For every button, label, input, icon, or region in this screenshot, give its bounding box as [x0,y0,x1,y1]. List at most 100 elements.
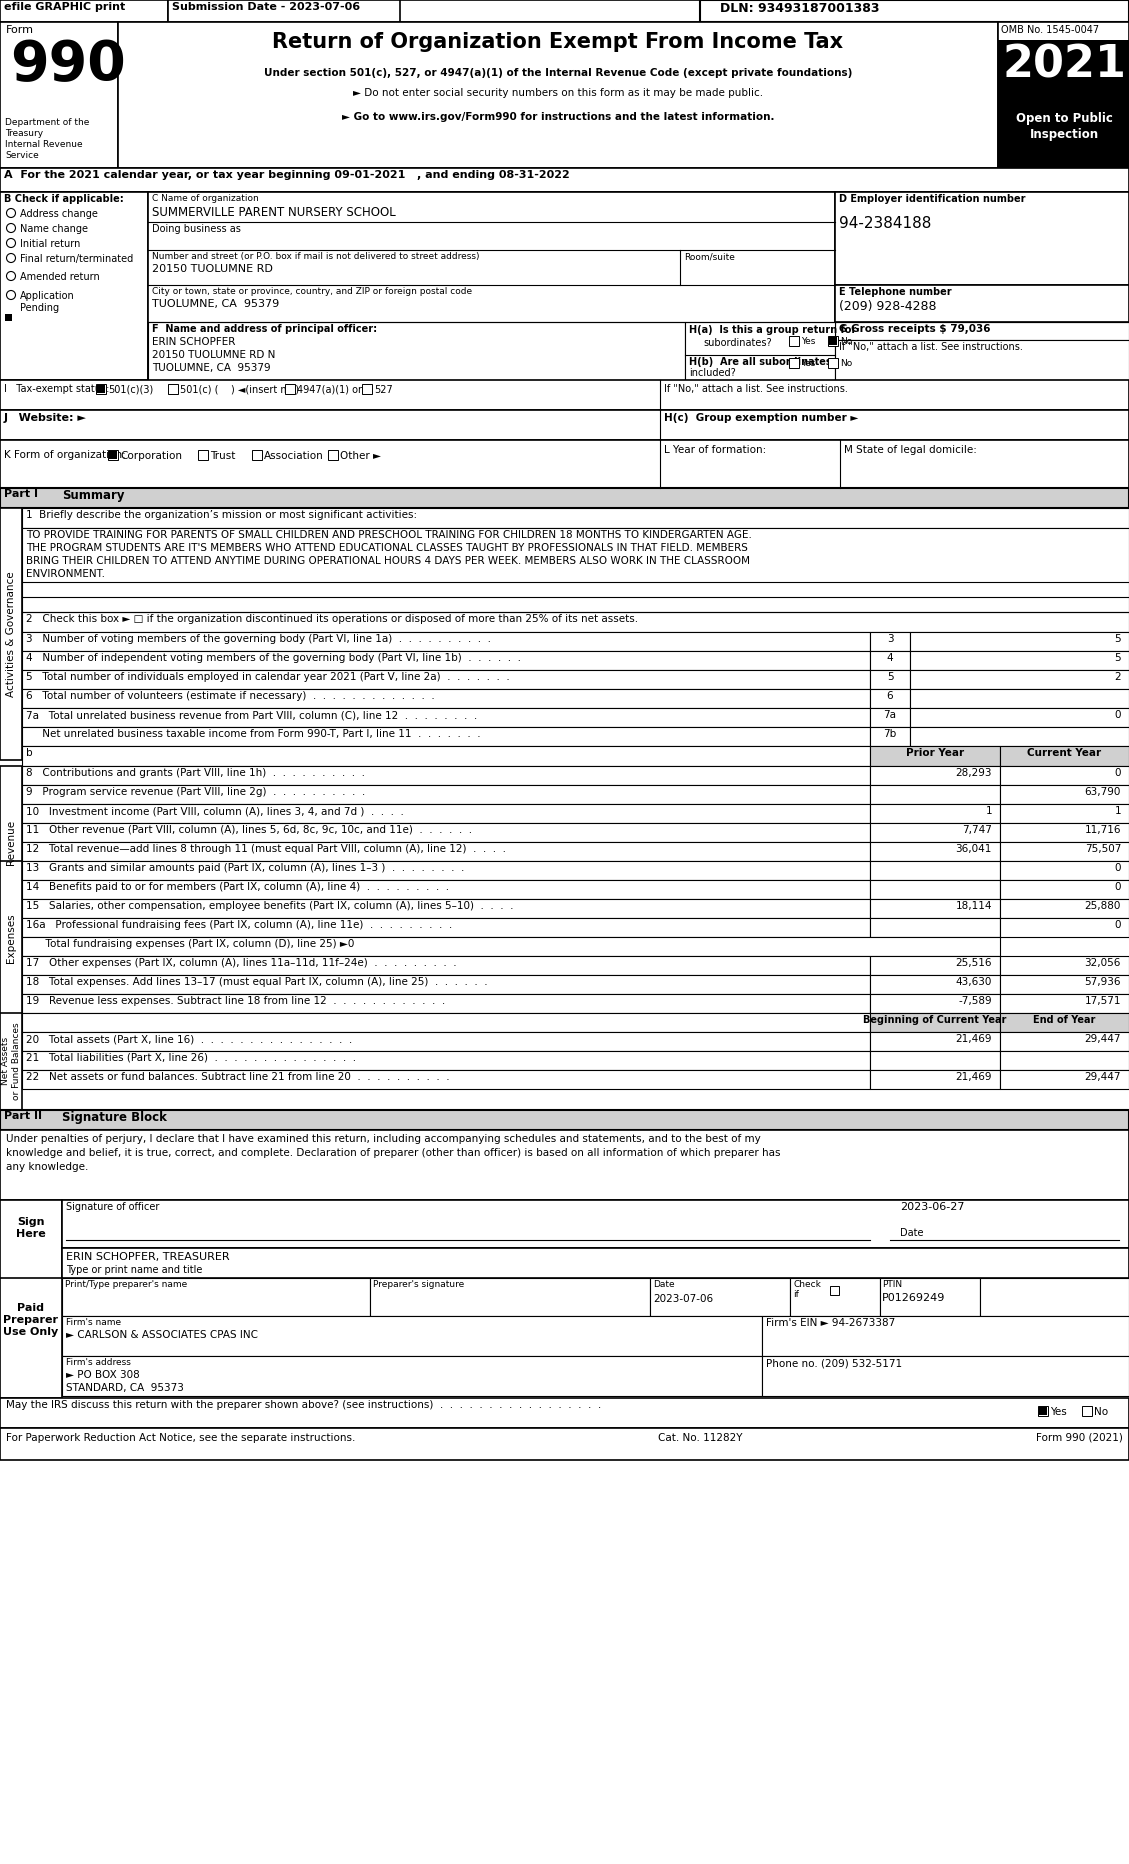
Bar [910,727,1129,746]
Text: Revenue: Revenue [6,820,16,865]
Text: 11   Other revenue (Part VIII, column (A), lines 5, 6d, 8c, 9c, 10c, and 11e)  .: 11 Other revenue (Part VIII, column (A),… [26,826,472,835]
Bar [370,1279,650,1316]
Bar [910,690,1129,708]
Bar [700,0,1129,22]
Text: knowledge and belief, it is true, correct, and complete. Declaration of preparer: knowledge and belief, it is true, correc… [6,1148,780,1158]
Text: TUOLUMNE, CA  95379: TUOLUMNE, CA 95379 [152,363,271,373]
Bar [1000,1070,1129,1089]
Bar [96,384,106,393]
Text: 501(c)(3): 501(c)(3) [108,386,154,395]
Text: 2   Check this box ► □ if the organization discontinued its operations or dispos: 2 Check this box ► □ if the organization… [26,613,638,624]
Bar [870,785,1000,803]
Text: 5: 5 [1114,652,1121,664]
Text: No: No [1094,1407,1109,1417]
Bar [21,611,1129,632]
Bar [0,0,1129,22]
Text: 5: 5 [1114,634,1121,643]
Bar [21,938,1000,956]
Bar [1000,880,1129,898]
Bar [870,843,1000,861]
Bar [21,651,870,669]
Bar [285,384,295,393]
Text: 7a: 7a [884,710,896,720]
Text: 18,114: 18,114 [955,900,992,911]
Text: 1  Briefly describe the organization’s mission or most significant activities:: 1 Briefly describe the organization’s mi… [26,511,417,520]
Text: 5: 5 [886,673,893,682]
Text: 0: 0 [1114,710,1121,720]
Bar [1000,1033,1129,1051]
Text: Form 990 (2021): Form 990 (2021) [1036,1433,1123,1443]
Bar [998,22,1129,168]
Bar [828,358,838,367]
Bar [870,1033,1000,1051]
Text: 29,447: 29,447 [1085,1072,1121,1081]
Bar [870,975,1000,994]
Text: TUOLUMNE, CA  95379: TUOLUMNE, CA 95379 [152,298,279,309]
Bar [980,1279,1129,1316]
Text: Final return/terminated: Final return/terminated [20,254,133,265]
Text: Phone no. (209) 532-5171: Phone no. (209) 532-5171 [765,1359,902,1368]
Bar [168,0,400,22]
Bar [1000,1012,1129,1033]
Text: Doing business as: Doing business as [152,224,240,235]
Bar [870,880,1000,898]
Bar [870,669,910,690]
Text: Cat. No. 11282Y: Cat. No. 11282Y [658,1433,742,1443]
Text: ► PO BOX 308: ► PO BOX 308 [65,1370,140,1379]
Text: 75,507: 75,507 [1085,844,1121,854]
Bar [21,690,870,708]
Bar [21,509,1129,528]
Text: Amended return: Amended return [20,272,99,281]
Text: Firm's EIN ► 94-2673387: Firm's EIN ► 94-2673387 [765,1318,895,1327]
Text: Return of Organization Exempt From Income Tax: Return of Organization Exempt From Incom… [272,32,843,52]
Text: 29,447: 29,447 [1085,1035,1121,1044]
Text: 4947(a)(1) or: 4947(a)(1) or [297,386,362,395]
Text: Corporation: Corporation [120,451,182,460]
Bar [97,386,105,393]
Text: City or town, state or province, country, and ZIP or foreign postal code: City or town, state or province, country… [152,287,472,296]
Text: 6: 6 [886,692,893,701]
Bar [21,1070,870,1089]
Bar [1000,861,1129,880]
Text: P01269249: P01269249 [882,1294,945,1303]
Text: 3   Number of voting members of the governing body (Part VI, line 1a)  .  .  .  : 3 Number of voting members of the govern… [26,634,491,643]
Text: Print/Type preparer's name: Print/Type preparer's name [65,1281,187,1290]
Text: -7,589: -7,589 [959,995,992,1007]
Text: 17   Other expenses (Part IX, column (A), lines 11a–11d, 11f–24e)  .  .  .  .  .: 17 Other expenses (Part IX, column (A), … [26,958,456,967]
Text: Form: Form [6,24,34,35]
Text: If "No," attach a list. See instructions.: If "No," attach a list. See instructions… [664,384,848,393]
Bar [835,285,1129,322]
Bar [0,1428,1129,1460]
Bar [21,727,870,746]
Bar [198,449,208,460]
Text: 17,571: 17,571 [1085,995,1121,1007]
Bar [870,1012,1000,1033]
Bar [1039,1407,1047,1415]
Bar [829,337,837,345]
Bar [0,1279,62,1398]
Text: 16a   Professional fundraising fees (Part IX, column (A), line 11e)  .  .  .  . : 16a Professional fundraising fees (Part … [26,921,453,930]
Bar [910,708,1129,727]
Text: 28,293: 28,293 [955,768,992,777]
Bar [650,1279,790,1316]
Bar [0,1012,21,1109]
Text: 63,790: 63,790 [1085,787,1121,798]
Bar [21,975,870,994]
Text: L Year of formation:: L Year of formation: [664,445,767,455]
Text: 94-2384188: 94-2384188 [839,216,931,231]
Text: No: No [840,360,852,367]
Text: 32,056: 32,056 [1085,958,1121,967]
Text: BRING THEIR CHILDREN TO ATTEND ANYTIME DURING OPERATIONAL HOURS 4 DAYS PER WEEK.: BRING THEIR CHILDREN TO ATTEND ANYTIME D… [26,555,750,567]
Text: Yes: Yes [800,360,815,367]
Text: SUMMERVILLE PARENT NURSERY SCHOOL: SUMMERVILLE PARENT NURSERY SCHOOL [152,207,396,218]
Text: For Paperwork Reduction Act Notice, see the separate instructions.: For Paperwork Reduction Act Notice, see … [6,1433,356,1443]
Bar [0,22,119,168]
Text: Other ►: Other ► [340,451,380,460]
Text: Activities & Governance: Activities & Governance [6,570,16,697]
Bar [685,322,835,380]
Text: ERIN SCHOPFER, TREASURER: ERIN SCHOPFER, TREASURER [65,1253,229,1262]
Bar [0,192,1129,380]
Text: If "No," attach a list. See instructions.: If "No," attach a list. See instructions… [839,341,1023,352]
Bar [168,384,178,393]
Text: Firm's name: Firm's name [65,1318,121,1327]
